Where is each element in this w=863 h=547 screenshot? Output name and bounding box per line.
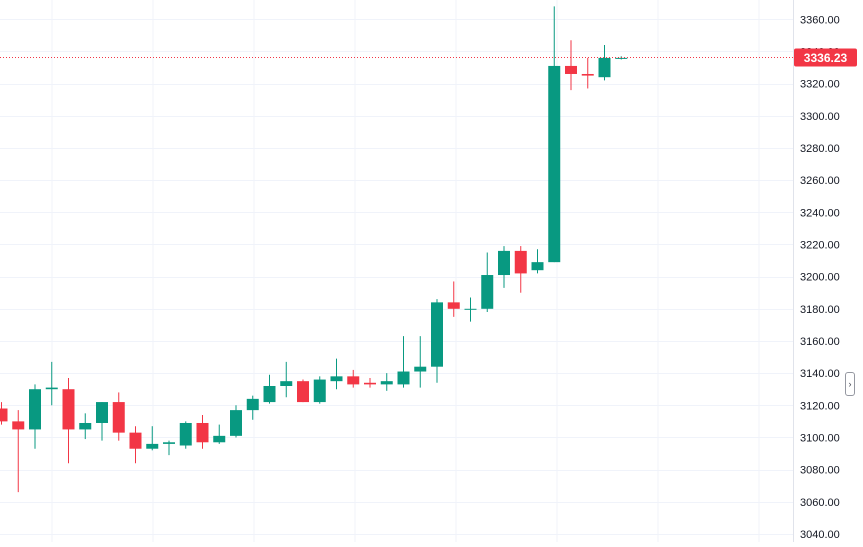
candle-body-11 bbox=[179, 422, 192, 446]
candle-body-30 bbox=[498, 250, 510, 276]
scroll-handle[interactable]: › bbox=[845, 372, 855, 396]
candle-body-34 bbox=[565, 65, 577, 74]
candle-body-21 bbox=[347, 376, 360, 385]
candle-body-7 bbox=[112, 402, 125, 433]
candle-body-29 bbox=[481, 275, 494, 309]
candle-body-22 bbox=[364, 382, 376, 385]
y-tick-label-2: 3080.00 bbox=[800, 465, 840, 477]
candle-body-15 bbox=[246, 398, 259, 411]
candle-body-17 bbox=[280, 381, 293, 386]
y-tick-label-0: 3040.00 bbox=[800, 529, 840, 541]
candle-body-18 bbox=[297, 381, 309, 403]
candle-body-10 bbox=[163, 442, 175, 444]
candle-body-26 bbox=[431, 302, 443, 367]
candle-body-32 bbox=[531, 262, 544, 271]
candle-body-27 bbox=[447, 302, 460, 309]
candle-body-12 bbox=[196, 422, 209, 443]
y-tick-label-7: 3180.00 bbox=[800, 304, 840, 316]
y-tick-label-8: 3200.00 bbox=[800, 272, 840, 284]
candle-body-13 bbox=[213, 435, 226, 443]
candle-body-8 bbox=[129, 432, 142, 449]
candle-body-5 bbox=[79, 422, 92, 430]
candle-body-2 bbox=[29, 389, 41, 430]
current-price-badge bbox=[794, 48, 857, 67]
candle-body-35 bbox=[581, 73, 594, 76]
candle-body-16 bbox=[263, 385, 276, 403]
candle-body-31 bbox=[514, 250, 527, 274]
candle-body-36 bbox=[598, 57, 611, 78]
candle-body-24 bbox=[397, 371, 410, 385]
y-tick-label-1: 3060.00 bbox=[800, 497, 840, 509]
y-tick-label-10: 3240.00 bbox=[800, 207, 840, 219]
y-tick-label-9: 3220.00 bbox=[800, 239, 840, 251]
y-tick-label-14: 3320.00 bbox=[800, 79, 840, 91]
candle-body-33 bbox=[548, 65, 561, 263]
candle-body-3 bbox=[45, 387, 58, 390]
y-tick-label-3: 3100.00 bbox=[800, 432, 840, 444]
current-price-label: 3336.23 bbox=[804, 51, 848, 65]
candle-body-4 bbox=[62, 389, 75, 430]
candle-body-9 bbox=[146, 443, 159, 449]
candle-body-28 bbox=[464, 308, 477, 310]
candle-body-20 bbox=[330, 376, 343, 382]
y-tick-label-4: 3120.00 bbox=[800, 400, 840, 412]
y-tick-label-13: 3300.00 bbox=[800, 111, 840, 123]
y-tick-label-6: 3160.00 bbox=[800, 336, 840, 348]
y-tick-label-5: 3140.00 bbox=[800, 368, 840, 380]
candle-body-1 bbox=[12, 421, 25, 430]
candle-body-14 bbox=[230, 410, 242, 436]
y-tick-label-11: 3260.00 bbox=[800, 175, 840, 187]
candle-body-19 bbox=[313, 379, 326, 403]
candle-body-0 bbox=[0, 408, 8, 422]
candle-body-25 bbox=[414, 366, 427, 372]
y-tick-label-12: 3280.00 bbox=[800, 143, 840, 155]
y-tick-label-16: 3360.00 bbox=[800, 14, 840, 26]
candle-body-37 bbox=[615, 57, 628, 59]
candle-body-6 bbox=[96, 402, 108, 423]
candle-body-23 bbox=[380, 381, 393, 385]
